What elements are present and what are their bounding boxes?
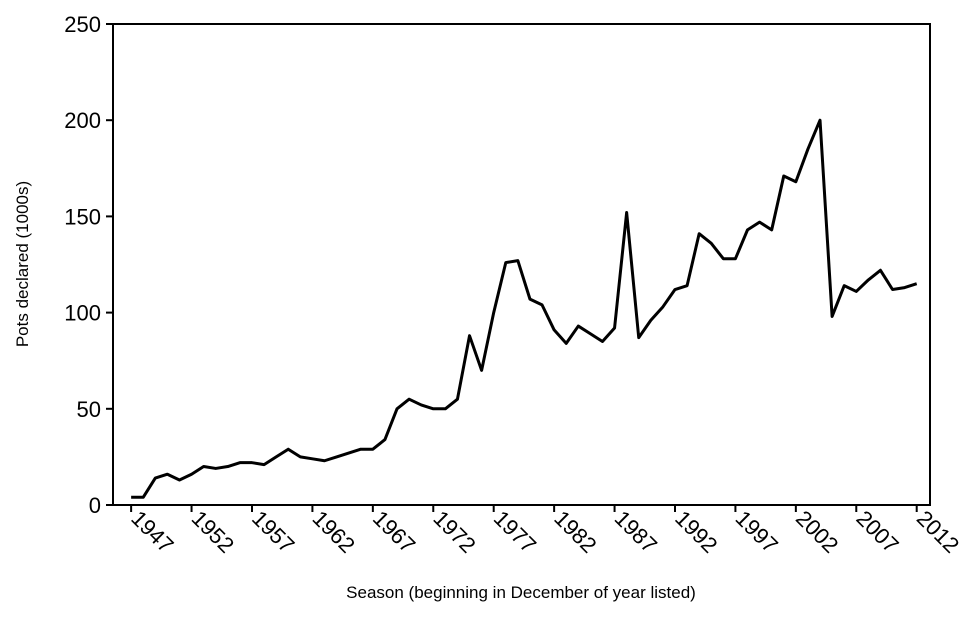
x-tick-label: 1987 xyxy=(610,506,662,558)
x-tick-label: 1982 xyxy=(549,506,601,558)
x-tick-label: 1972 xyxy=(428,506,480,558)
x-tick-label: 1967 xyxy=(368,506,420,558)
line xyxy=(131,118,918,499)
y-tick-label: 100 xyxy=(64,301,101,326)
x-tick-label: 1997 xyxy=(731,506,783,558)
y-tick-label: 50 xyxy=(77,397,101,422)
y-tick-label: 250 xyxy=(64,12,101,37)
y-tick-label: 200 xyxy=(64,108,101,133)
x-tick-label: 1947 xyxy=(126,506,178,558)
x-tick-label: 2002 xyxy=(791,506,843,558)
x-tick-label: 1957 xyxy=(247,506,299,558)
y-tick-label: 0 xyxy=(89,493,101,518)
x-axis-title: Season (beginning in December of year li… xyxy=(346,583,696,602)
y-tick-label: 150 xyxy=(64,204,101,229)
x-tick-label: 2007 xyxy=(851,506,903,558)
x-tick-label: 2012 xyxy=(912,506,964,558)
y-axis-title: Pots declared (1000s) xyxy=(13,181,32,347)
x-tick-label: 1992 xyxy=(670,506,722,558)
x-tick-label: 1962 xyxy=(308,506,360,558)
x-tick-label: 1952 xyxy=(187,506,239,558)
plot-frame xyxy=(112,23,931,506)
x-tick-label: 1977 xyxy=(489,506,541,558)
